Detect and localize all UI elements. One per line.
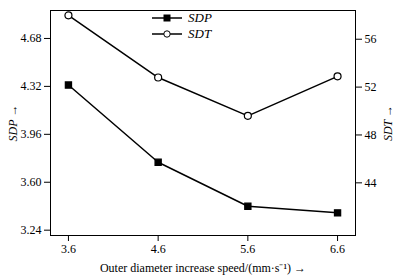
html-text:SDT: SDT (188, 26, 212, 41)
svg-text:44: 44 (365, 176, 377, 190)
svg-text:52: 52 (365, 80, 377, 94)
svg-text:3.60: 3.60 (21, 175, 42, 189)
svg-text:SDT →: SDT → (381, 105, 395, 141)
svg-text:3.96: 3.96 (21, 127, 42, 141)
svg-text:48: 48 (365, 128, 377, 142)
svg-text:3.6: 3.6 (61, 242, 76, 256)
svg-text:3.24: 3.24 (21, 223, 42, 237)
svg-text:SDP →: SDP → (6, 105, 20, 142)
html-text:SDP: SDP (188, 10, 212, 25)
svg-text:6.6: 6.6 (330, 242, 345, 256)
svg-text:4.32: 4.32 (21, 79, 42, 93)
svg-text:Outer diameter increase speed/: Outer diameter increase speed/(mm·s⁻¹) → (100, 261, 306, 275)
svg-text:5.6: 5.6 (240, 242, 255, 256)
svg-text:4.68: 4.68 (21, 31, 42, 45)
svg-text:56: 56 (365, 32, 377, 46)
svg-text:4.6: 4.6 (151, 242, 166, 256)
